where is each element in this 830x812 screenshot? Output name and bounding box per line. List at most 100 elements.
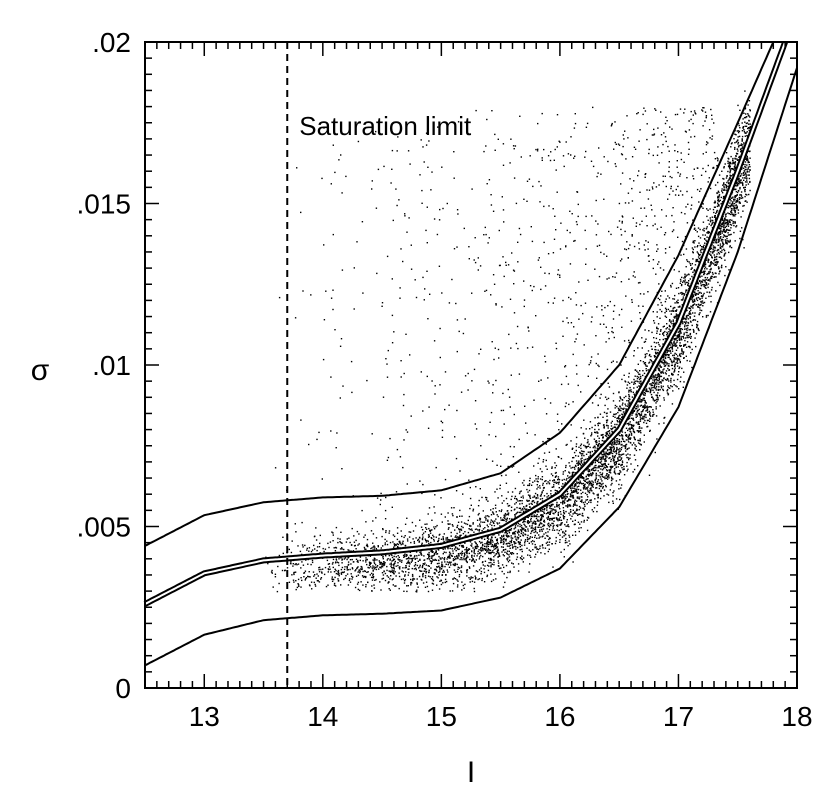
scatter-point bbox=[737, 189, 740, 192]
scatter-point bbox=[587, 451, 589, 453]
scatter-point bbox=[625, 435, 628, 437]
scatter-point bbox=[459, 509, 461, 512]
scatter-point bbox=[373, 557, 376, 559]
scatter-point bbox=[402, 571, 404, 573]
scatter-point bbox=[721, 223, 723, 225]
scatter-point bbox=[490, 542, 492, 545]
scatter-point bbox=[594, 447, 596, 449]
scatter-point bbox=[542, 508, 544, 510]
scatter-point bbox=[339, 538, 341, 540]
scatter-point bbox=[534, 521, 537, 523]
scatter-point bbox=[543, 511, 545, 513]
scatter-point bbox=[496, 549, 499, 552]
scatter-point bbox=[524, 524, 526, 527]
scatter-point bbox=[656, 327, 658, 330]
scatter-point bbox=[656, 366, 659, 368]
scatter-point bbox=[702, 283, 704, 286]
scatter-point bbox=[697, 245, 699, 247]
scatter-point bbox=[543, 521, 546, 523]
scatter-point bbox=[633, 383, 635, 385]
scatter-point bbox=[712, 252, 714, 254]
scatter-point bbox=[396, 532, 399, 534]
scatter-point bbox=[523, 523, 525, 525]
scatter-point bbox=[628, 376, 630, 378]
scatter-point bbox=[608, 430, 610, 433]
scatter-point bbox=[480, 521, 482, 523]
scatter-point bbox=[546, 534, 548, 537]
scatter-point bbox=[460, 528, 462, 530]
scatter-point bbox=[480, 573, 482, 575]
scatter-point bbox=[451, 278, 453, 281]
scatter-point bbox=[639, 430, 642, 432]
scatter-point bbox=[513, 270, 516, 272]
scatter-point bbox=[416, 589, 418, 591]
scatter-point bbox=[668, 170, 670, 173]
scatter-point bbox=[362, 576, 365, 578]
scatter-point bbox=[653, 375, 655, 377]
scatter-point bbox=[717, 197, 719, 199]
scatter-point bbox=[560, 551, 562, 553]
scatter-point bbox=[729, 245, 731, 247]
scatter-point bbox=[629, 389, 631, 392]
scatter-point bbox=[497, 515, 499, 518]
scatter-point bbox=[506, 519, 508, 521]
scatter-point bbox=[734, 205, 736, 207]
scatter-point bbox=[700, 206, 703, 208]
scatter-point bbox=[749, 116, 751, 118]
scatter-point bbox=[684, 276, 686, 279]
scatter-point bbox=[639, 360, 642, 362]
scatter-point bbox=[747, 160, 749, 162]
scatter-point bbox=[677, 151, 679, 153]
scatter-point bbox=[381, 305, 383, 307]
scatter-point bbox=[615, 462, 618, 465]
scatter-point bbox=[556, 191, 558, 193]
scatter-point bbox=[666, 331, 668, 334]
scatter-point bbox=[583, 454, 585, 457]
scatter-point bbox=[686, 314, 689, 317]
scatter-point bbox=[626, 400, 628, 402]
scatter-point bbox=[442, 207, 444, 210]
scatter-point bbox=[297, 578, 300, 581]
scatter-point bbox=[620, 435, 622, 437]
scatter-point bbox=[665, 361, 667, 363]
scatter-point bbox=[531, 289, 533, 292]
scatter-point bbox=[603, 495, 605, 497]
scatter-point bbox=[673, 370, 676, 372]
scatter-point bbox=[702, 207, 704, 209]
scatter-point bbox=[642, 361, 645, 363]
scatter-point bbox=[621, 416, 623, 418]
scatter-point bbox=[555, 342, 557, 344]
scatter-point bbox=[552, 208, 554, 210]
scatter-point bbox=[537, 519, 539, 521]
scatter-point bbox=[669, 344, 671, 346]
scatter-point bbox=[529, 494, 531, 497]
scatter-point bbox=[465, 560, 468, 562]
scatter-point bbox=[534, 534, 536, 537]
scatter-point bbox=[541, 545, 544, 547]
scatter-point bbox=[490, 552, 492, 555]
scatter-point bbox=[673, 340, 675, 343]
scatter-point bbox=[666, 392, 669, 394]
scatter-point bbox=[659, 366, 661, 368]
scatter-point bbox=[486, 183, 488, 185]
scatter-point bbox=[448, 523, 450, 525]
scatter-point bbox=[683, 334, 685, 336]
scatter-point bbox=[538, 380, 540, 382]
scatter-point bbox=[747, 183, 750, 185]
scatter-point bbox=[701, 281, 704, 283]
scatter-point bbox=[517, 546, 519, 549]
scatter-point bbox=[391, 554, 393, 557]
scatter-point bbox=[488, 549, 490, 551]
scatter-point bbox=[724, 214, 727, 216]
scatter-point bbox=[689, 316, 691, 318]
scatter-point bbox=[458, 544, 461, 547]
scatter-point bbox=[459, 552, 461, 555]
scatter-point bbox=[645, 240, 647, 242]
scatter-point bbox=[727, 234, 730, 236]
scatter-point bbox=[685, 289, 687, 292]
scatter-point bbox=[553, 517, 556, 519]
scatter-point bbox=[737, 130, 740, 132]
scatter-point bbox=[640, 380, 642, 382]
scatter-point bbox=[471, 556, 473, 558]
scatter-point bbox=[523, 520, 525, 523]
